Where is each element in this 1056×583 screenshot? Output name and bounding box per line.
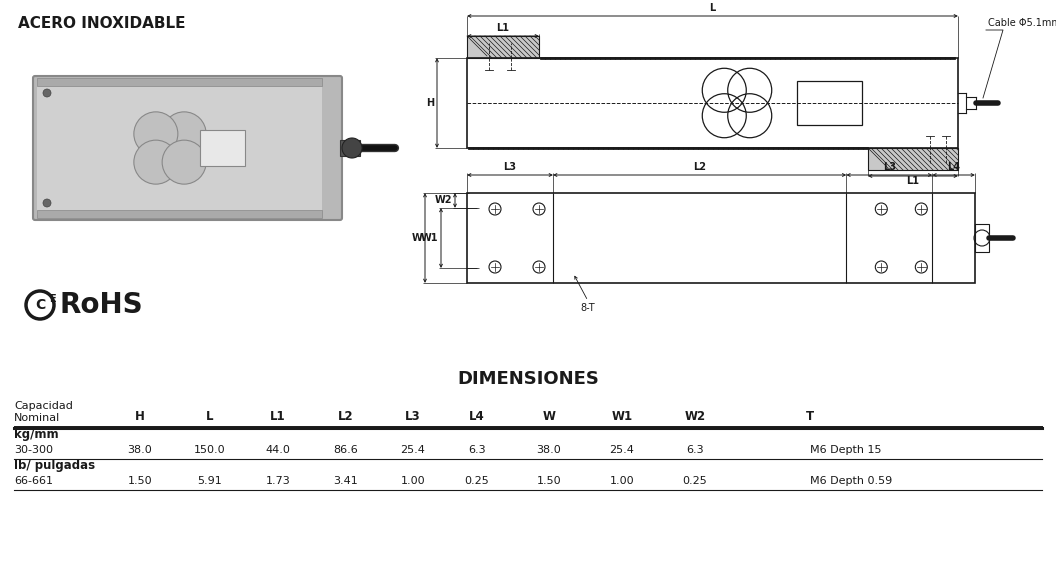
Bar <box>467 193 975 283</box>
Text: H: H <box>135 410 145 423</box>
Text: 1.50: 1.50 <box>128 476 152 486</box>
Text: DIMENSIONES: DIMENSIONES <box>457 370 599 388</box>
Text: Nominal: Nominal <box>14 413 60 423</box>
Text: 1.50: 1.50 <box>536 476 562 486</box>
Circle shape <box>134 112 177 156</box>
Text: 6.3: 6.3 <box>686 445 703 455</box>
Text: 1.73: 1.73 <box>266 476 290 486</box>
Text: 0.25: 0.25 <box>682 476 708 486</box>
Text: 8-T: 8-T <box>581 303 596 313</box>
Bar <box>975 224 989 252</box>
Text: RoHS: RoHS <box>60 291 144 319</box>
Bar <box>37 78 322 86</box>
Text: L1: L1 <box>496 23 509 33</box>
Text: L1: L1 <box>270 410 286 423</box>
Text: 1.00: 1.00 <box>400 476 426 486</box>
Text: M6 Depth 15: M6 Depth 15 <box>810 445 882 455</box>
Text: 38.0: 38.0 <box>536 445 562 455</box>
Text: M6 Depth 0.59: M6 Depth 0.59 <box>810 476 892 486</box>
Bar <box>797 81 862 125</box>
Text: Cable Φ5.1mm×2m: Cable Φ5.1mm×2m <box>988 18 1056 28</box>
Text: 5.91: 5.91 <box>197 476 223 486</box>
Text: 38.0: 38.0 <box>128 445 152 455</box>
Text: L4: L4 <box>469 410 485 423</box>
Text: W2: W2 <box>434 195 452 205</box>
Circle shape <box>163 140 206 184</box>
Text: 30-300: 30-300 <box>14 445 53 455</box>
Text: L1: L1 <box>906 176 920 186</box>
Text: L: L <box>710 3 716 13</box>
Text: 6.3: 6.3 <box>468 445 486 455</box>
Text: L2: L2 <box>693 162 706 172</box>
Text: 25.4: 25.4 <box>400 445 426 455</box>
Text: 3.41: 3.41 <box>334 476 358 486</box>
Bar <box>340 140 360 156</box>
Circle shape <box>43 89 51 97</box>
Circle shape <box>163 112 206 156</box>
Text: 44.0: 44.0 <box>265 445 290 455</box>
Text: L3: L3 <box>406 410 420 423</box>
Bar <box>868 148 958 170</box>
Text: W1: W1 <box>420 233 438 243</box>
Text: W: W <box>411 233 422 243</box>
Text: L2: L2 <box>338 410 354 423</box>
Text: W2: W2 <box>684 410 705 423</box>
Text: L4: L4 <box>947 162 960 172</box>
Text: kg/mm: kg/mm <box>14 428 59 441</box>
Text: 0.25: 0.25 <box>465 476 489 486</box>
Text: Capacidad: Capacidad <box>14 401 73 411</box>
Text: 86.6: 86.6 <box>334 445 358 455</box>
Text: W1: W1 <box>611 410 633 423</box>
Text: L: L <box>206 410 213 423</box>
Bar <box>467 36 539 58</box>
Bar <box>467 58 958 148</box>
Bar <box>37 210 322 218</box>
Circle shape <box>43 199 51 207</box>
Text: 150.0: 150.0 <box>194 445 226 455</box>
Bar <box>200 130 245 166</box>
Text: 25.4: 25.4 <box>609 445 635 455</box>
Circle shape <box>134 140 177 184</box>
Text: H: H <box>426 98 434 108</box>
Text: C: C <box>35 298 45 312</box>
Text: lb/ pulgadas: lb/ pulgadas <box>14 459 95 472</box>
Text: L3: L3 <box>883 162 895 172</box>
FancyBboxPatch shape <box>33 76 342 220</box>
Bar <box>37 81 322 215</box>
Text: W: W <box>543 410 555 423</box>
Text: E: E <box>49 294 56 304</box>
Text: ACERO INOXIDABLE: ACERO INOXIDABLE <box>18 16 186 31</box>
Text: 1.00: 1.00 <box>609 476 635 486</box>
Text: T: T <box>806 410 814 423</box>
Circle shape <box>342 138 362 158</box>
Text: 66-661: 66-661 <box>14 476 53 486</box>
Text: L3: L3 <box>504 162 516 172</box>
